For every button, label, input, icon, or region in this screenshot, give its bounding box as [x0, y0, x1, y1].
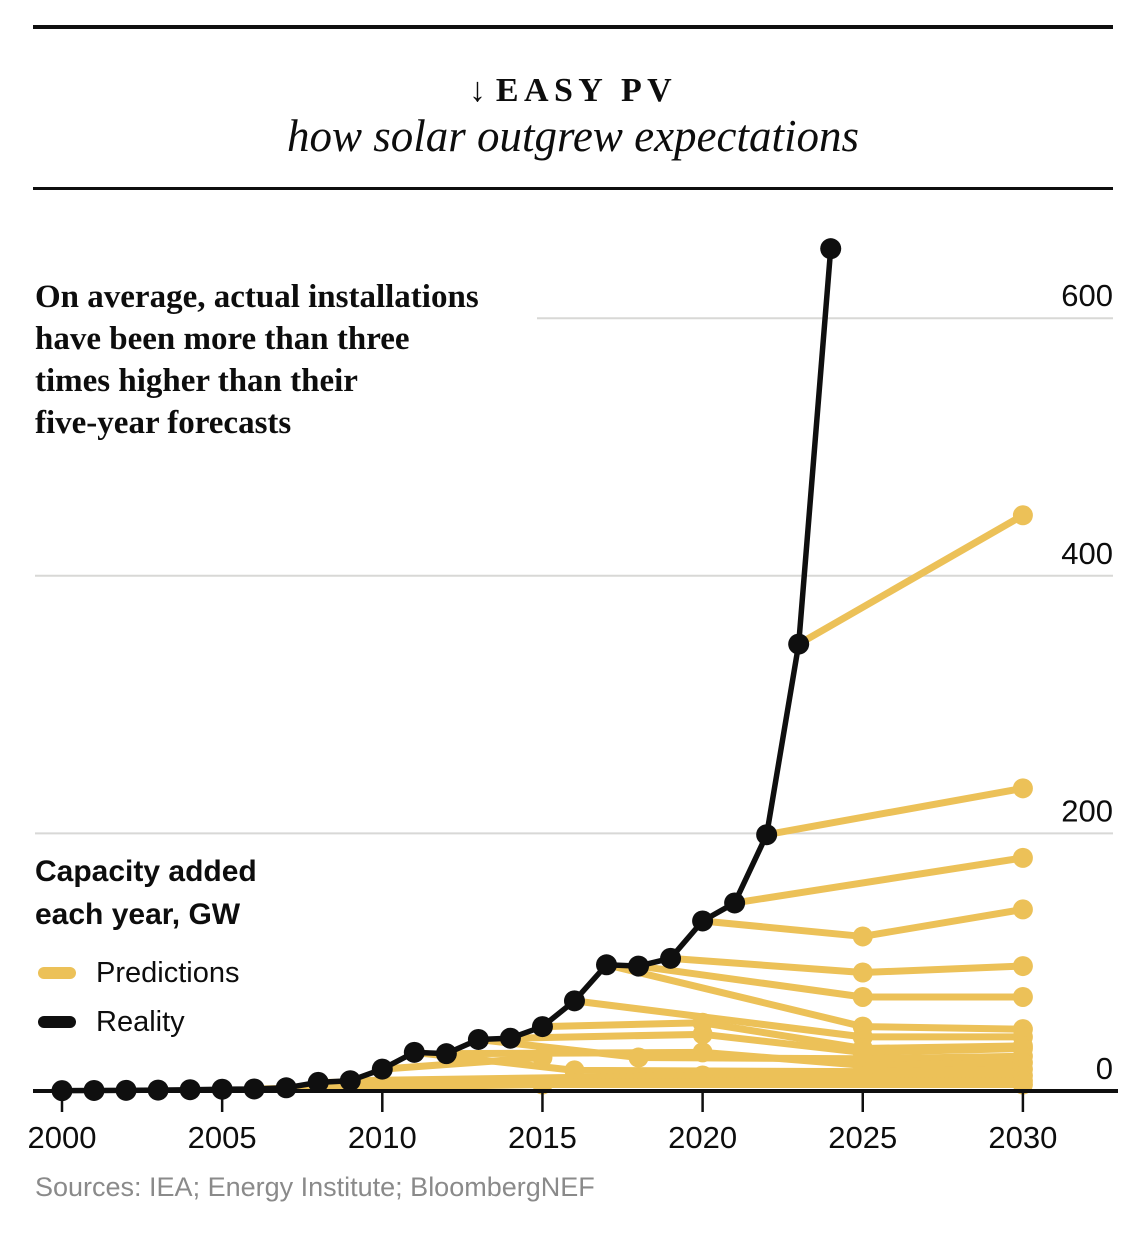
- reality-swatch-icon: [38, 1016, 76, 1028]
- prediction-point: [1012, 505, 1033, 526]
- reality-point: [628, 955, 650, 977]
- prediction-point: [1012, 847, 1033, 868]
- reality-point: [179, 1079, 201, 1101]
- prediction-point: [1012, 986, 1033, 1007]
- reality-point: [692, 910, 714, 932]
- prediction-line-2014: [506, 1030, 1027, 1056]
- reality-point: [115, 1079, 137, 1101]
- reality-point: [596, 954, 618, 976]
- reality-point: [563, 990, 585, 1012]
- x-axis-label: 2010: [348, 1120, 417, 1155]
- reality-point: [403, 1041, 425, 1063]
- reality-point: [339, 1070, 361, 1092]
- prediction-line-2023: [795, 511, 1027, 648]
- kicker-text: EASY PV: [495, 72, 678, 109]
- reality-point: [788, 633, 810, 655]
- prediction-point: [532, 1047, 553, 1068]
- down-arrow-icon: ↓: [468, 72, 486, 109]
- prediction-point: [692, 1042, 713, 1063]
- y-axis-label: 0: [1096, 1051, 1113, 1086]
- legend-item-predictions: Predictions: [38, 956, 240, 989]
- top-rule: [33, 25, 1113, 29]
- x-axis-label: 2025: [828, 1120, 897, 1155]
- prediction-line-2019: [667, 954, 1027, 977]
- legend-label-reality: Reality: [96, 1005, 185, 1038]
- reality-point: [371, 1058, 393, 1080]
- reality-line: [51, 238, 842, 1102]
- x-axis-label: 2005: [188, 1120, 257, 1155]
- reality-point: [467, 1028, 489, 1050]
- legend-label-predictions: Predictions: [96, 956, 240, 989]
- prediction-lines: [250, 505, 1033, 1095]
- y-axis-label: 400: [1061, 536, 1113, 571]
- x-axis-labels: 2000 2005 2010 2015 2020 2025 2030: [28, 1120, 1058, 1155]
- prediction-point: [852, 962, 873, 983]
- annotation-text: On average, actual installations have be…: [35, 279, 479, 441]
- x-axis-label: 2020: [668, 1120, 737, 1155]
- reality-point: [820, 238, 842, 260]
- y-axis-labels: 0 200 400 600: [1061, 278, 1113, 1086]
- prediction-line-2022: [763, 784, 1027, 839]
- prediction-point: [852, 926, 873, 947]
- prediction-line-2021: [731, 854, 1027, 907]
- y-axis-label: 600: [1061, 278, 1113, 313]
- legend-item-reality: Reality: [38, 1005, 185, 1038]
- reality-point: [756, 824, 778, 846]
- x-axis-label: 2030: [988, 1120, 1057, 1155]
- prediction-point: [852, 986, 873, 1007]
- reality-point: [531, 1016, 553, 1038]
- prediction-point: [1012, 956, 1033, 977]
- x-axis-label: 2015: [508, 1120, 577, 1155]
- reality-point: [660, 947, 682, 969]
- sources-note: Sources: IEA; Energy Institute; Bloomber…: [35, 1172, 595, 1202]
- reality-point: [51, 1080, 73, 1102]
- reality-point: [275, 1077, 297, 1099]
- reality-point: [83, 1079, 105, 1101]
- prediction-point: [1012, 778, 1033, 799]
- reality-point: [724, 892, 746, 914]
- reality-point: [243, 1078, 265, 1100]
- chart-subtitle: how solar outgrew expectations: [286, 111, 860, 161]
- reality-point: [307, 1071, 329, 1093]
- prediction-point: [1012, 899, 1033, 920]
- header-rule: [33, 187, 1113, 190]
- prediction-line-2012: [442, 1048, 1027, 1069]
- x-axis-label: 2000: [28, 1120, 97, 1155]
- reality-point: [147, 1079, 169, 1101]
- legend-title: Capacity added each year, GW: [35, 855, 257, 931]
- prediction-point: [692, 1024, 713, 1045]
- y-axis-label: 200: [1061, 793, 1113, 828]
- prediction-line-2010: [378, 1054, 546, 1073]
- prediction-line-2009: [346, 1072, 1027, 1085]
- predictions-swatch-icon: [38, 967, 76, 979]
- reality-point: [499, 1027, 521, 1049]
- reality-point: [211, 1078, 233, 1100]
- prediction-line-2006: [250, 1081, 1027, 1093]
- chart-kicker: ↓ EASY PV: [0, 72, 1146, 110]
- reality-point: [435, 1043, 457, 1065]
